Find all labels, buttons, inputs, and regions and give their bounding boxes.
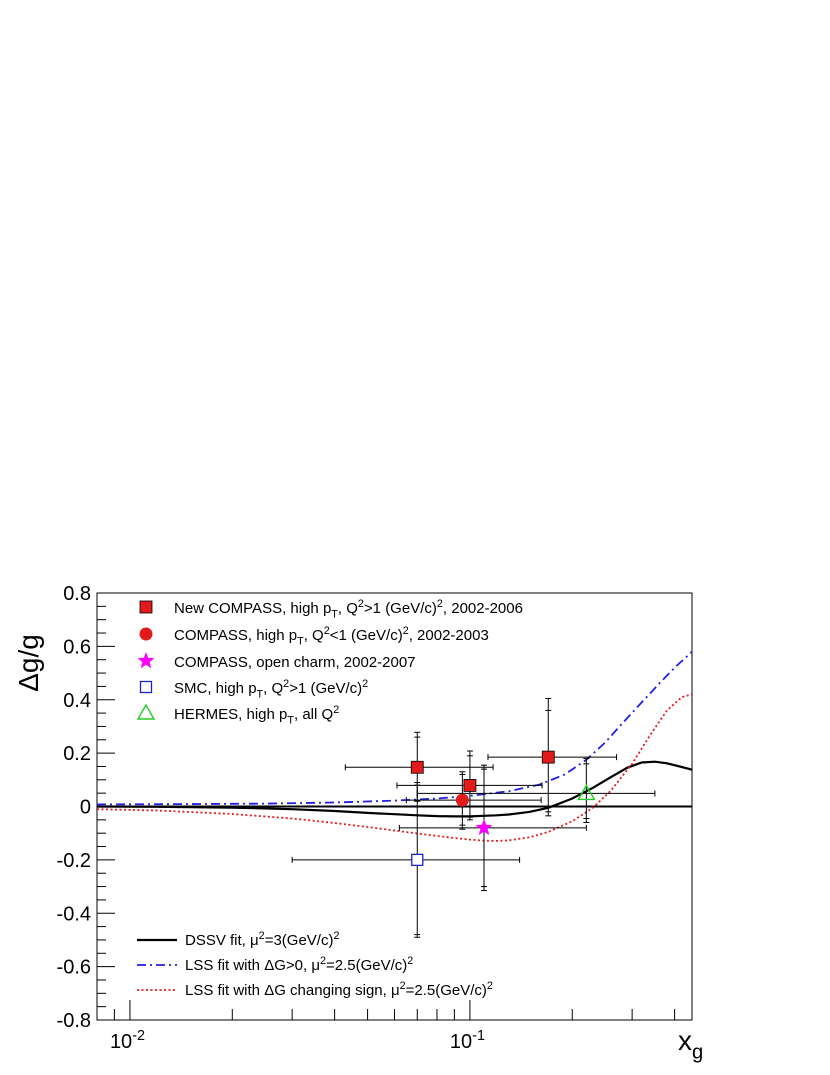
x-tick-label-sup: -1: [472, 1028, 485, 1044]
legend-label-0-part: >1 (GeV/c): [364, 600, 437, 617]
legend-label-3-part: , Q: [263, 680, 283, 697]
legend-marker-0: [139, 600, 153, 614]
fit-curves: [96, 651, 693, 842]
legend-label-4-part: , all Q: [294, 706, 333, 723]
data-point-0-2: [487, 697, 618, 817]
legend-curve-label-2-part: LSS fit with ΔG changing sign, μ: [185, 982, 400, 999]
legend-label-0-part: , Q: [338, 600, 358, 617]
legend-label-1-part: , 2002-2003: [409, 627, 489, 644]
x-tick-label-part: 10: [450, 1031, 472, 1053]
x-axis: 10-2​ 10-1​: [96, 1000, 676, 1053]
legend-label-1-sub: T: [297, 636, 304, 648]
legend-fit-curves: DSSV fit, μ2=3(GeV/c)2​ LSS fit with ΔG>0…: [137, 930, 493, 999]
legend-marker-3: [139, 680, 153, 694]
legend-label-0-sup: 2: [358, 598, 364, 610]
legend-curve-label-2-part: =2.5(GeV/c): [406, 982, 487, 999]
legend-label-1-sup: 2: [403, 625, 409, 637]
legend-curve-label-1-sup: 2: [407, 955, 413, 967]
legend-curve-label-0-sup: 2: [259, 930, 265, 942]
y-tick-label: 0.2: [63, 743, 91, 765]
legend-label-1-part: COMPASS, high p: [174, 627, 297, 644]
legend-label-1: COMPASS, high pT, Q2<1 (GeV/c)2, 2002-20…: [174, 625, 489, 648]
data-marker: [411, 853, 424, 867]
x-tick-label-part: 10: [110, 1031, 132, 1053]
data-marker: [475, 818, 493, 836]
legend-label-3-part: SMC, high p: [174, 680, 257, 697]
y-tick-label: 0.4: [63, 690, 91, 712]
legend-label-4-sup: 2: [333, 704, 339, 716]
y-tick-label: 0.8: [63, 583, 91, 605]
y-tick-label: 0.6: [63, 636, 91, 658]
fit-curve-2: [96, 693, 693, 842]
legend-curve-label-1: LSS fit with ΔG>0, μ2=2.5(GeV/c)2​: [185, 955, 413, 974]
legend-curve-label-1-sup: 2: [320, 955, 326, 967]
legend-label-4-part: HERMES, high p: [174, 706, 287, 723]
legend-marker-2: [137, 652, 155, 669]
legend-curve-label-2: LSS fit with ΔG changing sign, μ2=2.5(Ge…: [185, 980, 493, 999]
fit-curve-1: [96, 651, 693, 806]
legend-marker-4: [136, 703, 156, 720]
y-tick-label: -0.6: [57, 957, 91, 979]
legend-data-points: New COMPASS, high pT, Q2>1 (GeV/c)2, 200…: [136, 598, 523, 727]
data-marker: [410, 760, 424, 774]
legend-label-0-part: , 2002-2006: [443, 600, 523, 617]
legend-curve-label-1-part: =2.5(GeV/c): [326, 957, 407, 974]
legend-curve-label-2-sup: 2: [487, 980, 493, 992]
y-tick-label: -0.4: [57, 903, 91, 925]
axis-titles: Δg/g xg​: [13, 634, 703, 1063]
y-axis: 0.8 0.6 0.4 0.2 0 -0.2 -0.4 -0.6 -0.8: [57, 583, 115, 1032]
data-marker: [455, 793, 469, 807]
legend-label-0-sub: T: [331, 609, 338, 621]
y-axis-title: Δg/g: [13, 634, 44, 692]
data-point-3-0: [291, 781, 521, 938]
legend-label-0-part: New COMPASS, high p: [174, 600, 331, 617]
data-marker: [541, 750, 555, 764]
legend-label-3-part: >1 (GeV/c): [289, 680, 362, 697]
legend-label-3-sup: 2: [362, 678, 368, 690]
data-point-1-0: [405, 771, 542, 830]
x-tick-label: 10-2​: [110, 1028, 145, 1053]
legend-label-0-sup: 2: [437, 598, 443, 610]
x-axis-title-sub: g: [692, 1041, 703, 1063]
x-axis-title: xg​: [678, 1025, 703, 1063]
legend-label-2-part: COMPASS, open charm, 2002-2007: [174, 654, 416, 671]
data-points: [291, 697, 656, 938]
legend-curve-label-0-sup: 2: [333, 930, 339, 942]
data-point-0-1: [396, 750, 543, 821]
legend-curve-label-0-part: =3(GeV/c): [265, 932, 334, 949]
x-axis-title-part: x: [678, 1025, 692, 1056]
legend-curve-label-1-part: LSS fit with ΔG>0, μ: [185, 957, 320, 974]
y-tick-label: 0: [80, 797, 91, 819]
legend-label-3-sup: 2: [283, 678, 289, 690]
y-tick-label: -0.8: [57, 1010, 91, 1032]
legend-label-4-sub: T: [287, 715, 294, 727]
legend-label-3-sub: T: [257, 689, 264, 701]
data-point-2-0: [398, 764, 587, 892]
legend-curve-label-0-part: DSSV fit, μ: [185, 932, 259, 949]
legend-curve-label-0: DSSV fit, μ2=3(GeV/c)2​: [185, 930, 339, 949]
legend-marker-1: [139, 627, 153, 641]
x-tick-label-sup: -2: [132, 1028, 145, 1044]
data-marker: [577, 784, 596, 801]
legend-curve-label-2-sup: 2: [400, 980, 406, 992]
y-tick-label: -0.2: [57, 850, 91, 872]
x-tick-label: 10-1​: [450, 1028, 485, 1053]
legend-label-4: HERMES, high pT, all Q2​: [174, 704, 339, 727]
legend-label-1-part: <1 (GeV/c): [330, 627, 403, 644]
legend-label-2: COMPASS, open charm, 2002-2007: [174, 654, 416, 671]
data-marker: [463, 779, 477, 792]
legend-label-0: New COMPASS, high pT, Q2>1 (GeV/c)2, 200…: [174, 598, 523, 621]
fit-curve-0: [96, 760, 693, 818]
legend-label-3: SMC, high pT, Q2>1 (GeV/c)2​: [174, 678, 368, 701]
legend-label-1-part: , Q: [304, 627, 324, 644]
legend-label-1-sup: 2: [324, 625, 330, 637]
data-point-4-0: [416, 757, 656, 824]
